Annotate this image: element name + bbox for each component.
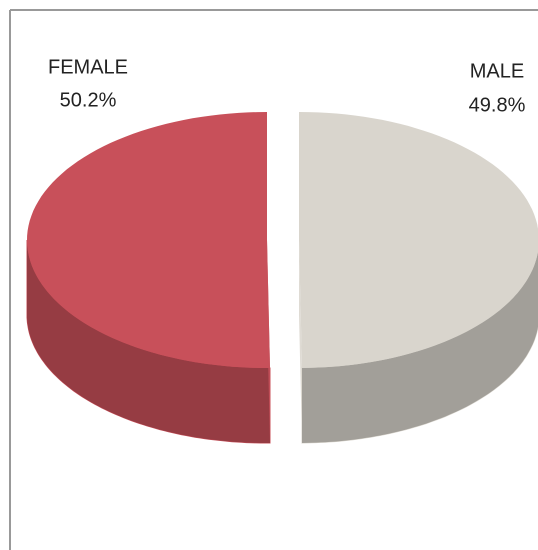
chart: FEMALE 50.2% MALE 49.8% <box>0 0 538 550</box>
slice-label: FEMALE <box>48 56 128 78</box>
value-label: 49.8% <box>469 94 526 116</box>
value-label: 50.2% <box>60 89 117 111</box>
slice-label: MALE <box>470 60 524 82</box>
